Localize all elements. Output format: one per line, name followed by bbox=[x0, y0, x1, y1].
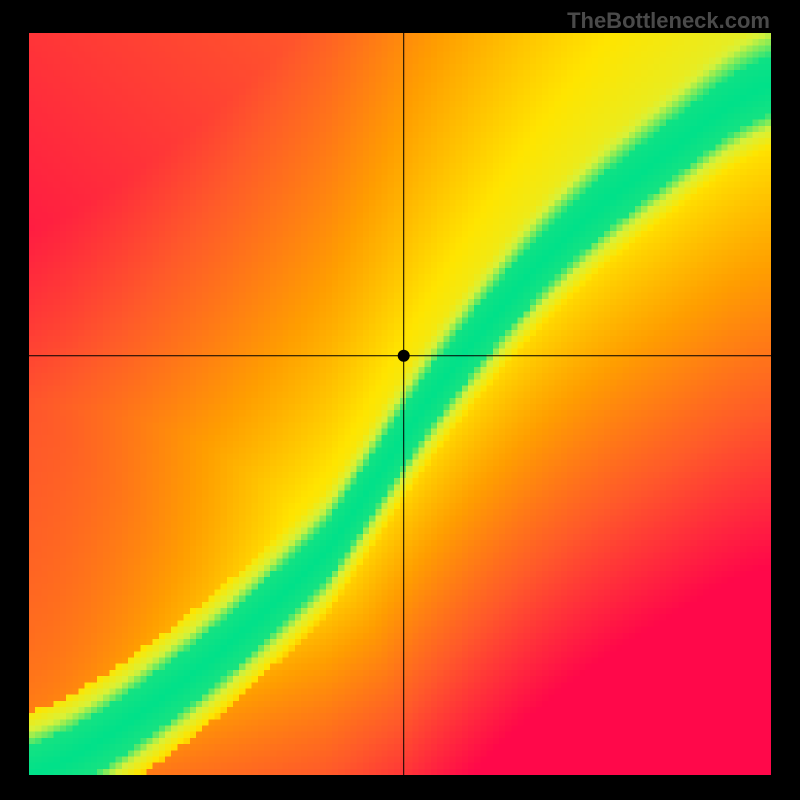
chart-container: TheBottleneck.com bbox=[0, 0, 800, 800]
bottleneck-heatmap bbox=[29, 33, 771, 775]
watermark-text: TheBottleneck.com bbox=[567, 8, 770, 34]
